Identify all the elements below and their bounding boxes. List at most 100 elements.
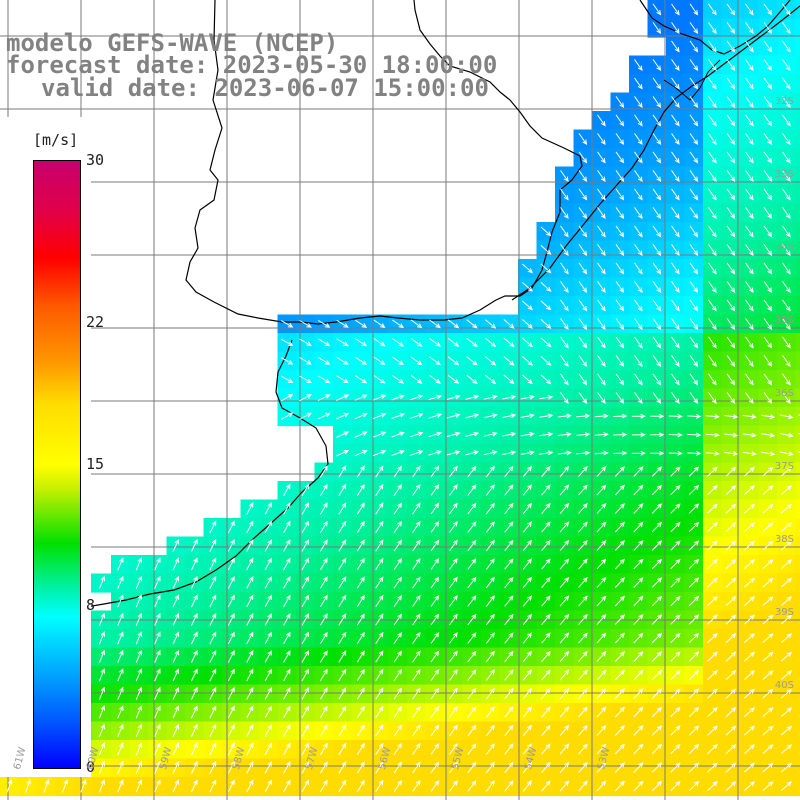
wind-arrow bbox=[412, 687, 421, 700]
wind-arrow bbox=[448, 484, 458, 496]
legend-unit: [m/s] bbox=[33, 131, 79, 149]
wind-arrow bbox=[634, 77, 643, 90]
wind-arrow bbox=[668, 450, 683, 456]
wind-arrow bbox=[687, 450, 702, 456]
wind-arrow bbox=[782, 96, 791, 109]
wind-arrow bbox=[707, 670, 718, 681]
wind-arrow bbox=[744, 688, 755, 699]
wind-arrow bbox=[578, 577, 588, 588]
wind-arrow bbox=[615, 188, 625, 201]
wind-arrow bbox=[428, 394, 443, 401]
wind-arrow bbox=[782, 77, 791, 90]
wind-arrow bbox=[596, 595, 607, 607]
wind-arrow bbox=[761, 451, 776, 457]
wind-arrow bbox=[227, 742, 235, 756]
wind-arrow bbox=[154, 649, 161, 663]
wind-arrow bbox=[485, 743, 495, 755]
wind-arrow bbox=[763, 373, 773, 386]
wind-arrow bbox=[466, 374, 478, 385]
wind-arrow bbox=[652, 262, 662, 275]
wind-arrow bbox=[154, 575, 161, 589]
wind-arrow bbox=[412, 761, 421, 774]
wind-arrow bbox=[467, 595, 477, 607]
wind-cell bbox=[795, 370, 800, 390]
wind-arrow bbox=[319, 576, 328, 589]
wind-arrow bbox=[578, 225, 588, 238]
wind-arrow bbox=[763, 22, 773, 35]
wind-arrow bbox=[319, 650, 328, 663]
wind-arrow bbox=[597, 336, 606, 349]
wind-arrow bbox=[301, 687, 310, 700]
wind-arrow bbox=[485, 687, 495, 700]
wind-arrow bbox=[541, 539, 551, 552]
wind-arrow bbox=[559, 780, 570, 792]
wind-arrow bbox=[597, 225, 606, 238]
wind-arrow bbox=[744, 559, 755, 569]
wind-arrow bbox=[319, 724, 328, 737]
wind-arrow bbox=[373, 394, 387, 401]
coastline-north bbox=[185, 0, 583, 325]
wind-arrow bbox=[652, 151, 662, 164]
wind-arrow bbox=[280, 412, 294, 420]
wind-arrow bbox=[725, 522, 737, 533]
wind-arrow bbox=[744, 633, 755, 643]
wind-arrow bbox=[726, 77, 736, 90]
wind-arrow bbox=[707, 503, 718, 514]
wind-arrow bbox=[597, 151, 606, 164]
wind-arrow bbox=[190, 668, 198, 682]
wind-arrow bbox=[154, 779, 161, 793]
wind-arrow bbox=[446, 413, 461, 419]
wind-arrow bbox=[762, 577, 774, 588]
wind-arrow bbox=[190, 557, 198, 571]
wind-arrow bbox=[762, 744, 774, 754]
wind-arrow bbox=[448, 539, 458, 552]
wind-arrow bbox=[393, 668, 403, 681]
wind-arrow bbox=[745, 96, 754, 109]
wind-arrow bbox=[190, 631, 198, 645]
wind-arrow bbox=[596, 521, 607, 533]
wind-arrow bbox=[689, 114, 699, 127]
wind-arrow bbox=[614, 669, 625, 681]
wind-arrow bbox=[172, 594, 180, 608]
wind-arrow bbox=[560, 281, 569, 294]
wind-arrow bbox=[504, 724, 514, 737]
wind-arrow bbox=[779, 451, 794, 457]
wind-arrow bbox=[409, 450, 424, 456]
wind-arrow bbox=[744, 725, 755, 736]
wind-arrow bbox=[392, 338, 405, 347]
wind-arrow bbox=[190, 594, 198, 608]
wind-arrow bbox=[597, 262, 606, 275]
lat-label: 33S bbox=[774, 169, 794, 180]
wind-arrow bbox=[634, 281, 643, 294]
wind-arrow bbox=[745, 170, 754, 183]
wind-arrow bbox=[745, 114, 754, 127]
wind-arrow bbox=[467, 687, 477, 700]
wind-arrow bbox=[539, 450, 554, 456]
wind-arrow bbox=[560, 188, 569, 201]
wind-arrow bbox=[688, 632, 700, 644]
wind-arrow bbox=[283, 483, 291, 497]
wind-arrow bbox=[209, 538, 217, 552]
wind-arrow bbox=[726, 40, 736, 53]
lat-label: 36S bbox=[774, 388, 794, 399]
wind-arrow bbox=[614, 706, 625, 718]
wind-arrow bbox=[264, 613, 272, 626]
wind-arrow bbox=[708, 262, 717, 275]
wind-arrow bbox=[502, 413, 517, 419]
wind-arrow bbox=[705, 432, 720, 438]
wind-cell bbox=[795, 647, 800, 667]
wind-arrow bbox=[633, 743, 644, 755]
wind-arrow bbox=[559, 706, 570, 718]
wind-arrow bbox=[540, 356, 552, 366]
wind-arrow bbox=[782, 188, 791, 201]
wind-arrow bbox=[373, 450, 387, 457]
wind-arrow bbox=[578, 188, 588, 201]
wind-arrow bbox=[652, 244, 662, 257]
wind-arrow bbox=[522, 263, 533, 274]
wind-arrow bbox=[504, 669, 514, 681]
wind-arrow bbox=[671, 392, 680, 405]
lat-label: 34S bbox=[774, 242, 794, 253]
wind-arrow bbox=[688, 503, 700, 514]
wind-cell bbox=[795, 721, 800, 741]
wind-arrow bbox=[652, 77, 662, 90]
